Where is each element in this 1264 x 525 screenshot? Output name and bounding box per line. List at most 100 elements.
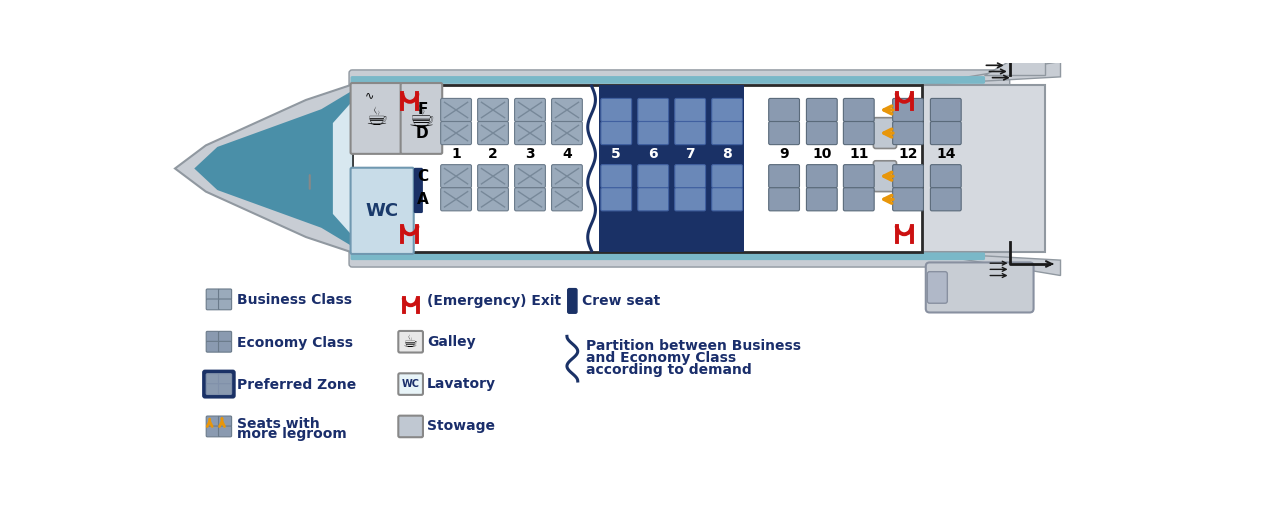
FancyBboxPatch shape [873, 161, 896, 192]
Polygon shape [332, 101, 353, 236]
FancyBboxPatch shape [551, 165, 583, 188]
FancyBboxPatch shape [638, 98, 669, 121]
Text: and Economy Class: and Economy Class [586, 351, 737, 365]
Text: WC: WC [365, 202, 398, 220]
FancyBboxPatch shape [219, 299, 231, 310]
FancyBboxPatch shape [892, 188, 924, 211]
FancyBboxPatch shape [219, 289, 231, 300]
Text: Seats with: Seats with [236, 417, 320, 431]
Bar [599, 85, 744, 253]
FancyBboxPatch shape [675, 165, 705, 188]
Text: F: F [418, 102, 428, 118]
FancyBboxPatch shape [769, 188, 800, 211]
FancyBboxPatch shape [350, 76, 985, 84]
FancyBboxPatch shape [806, 165, 837, 188]
FancyBboxPatch shape [478, 98, 508, 121]
FancyBboxPatch shape [350, 253, 985, 260]
FancyBboxPatch shape [514, 98, 545, 121]
Text: (Emergency) Exit: (Emergency) Exit [427, 294, 561, 308]
FancyBboxPatch shape [398, 416, 423, 437]
Text: 9: 9 [780, 147, 789, 161]
FancyBboxPatch shape [206, 299, 219, 310]
Text: 14: 14 [937, 147, 956, 161]
FancyBboxPatch shape [551, 121, 583, 144]
FancyBboxPatch shape [843, 98, 875, 121]
Polygon shape [921, 61, 1060, 85]
FancyBboxPatch shape [398, 331, 423, 352]
FancyBboxPatch shape [514, 165, 545, 188]
Text: according to demand: according to demand [586, 363, 752, 377]
FancyBboxPatch shape [206, 426, 219, 437]
FancyBboxPatch shape [925, 262, 1034, 312]
Text: 7: 7 [685, 147, 695, 161]
FancyBboxPatch shape [930, 165, 961, 188]
FancyBboxPatch shape [441, 188, 471, 211]
FancyBboxPatch shape [219, 416, 231, 427]
FancyBboxPatch shape [806, 121, 837, 144]
FancyBboxPatch shape [219, 384, 231, 394]
Text: 4: 4 [562, 147, 571, 161]
FancyBboxPatch shape [892, 165, 924, 188]
Text: Stowage: Stowage [427, 419, 494, 434]
FancyBboxPatch shape [928, 271, 947, 303]
Text: 3: 3 [525, 147, 535, 161]
Bar [353, 85, 921, 253]
FancyBboxPatch shape [206, 416, 219, 427]
Polygon shape [921, 253, 1060, 276]
FancyBboxPatch shape [514, 188, 545, 211]
FancyBboxPatch shape [638, 121, 669, 144]
FancyBboxPatch shape [712, 98, 742, 121]
FancyBboxPatch shape [478, 188, 508, 211]
FancyBboxPatch shape [398, 373, 423, 395]
FancyBboxPatch shape [349, 249, 1010, 267]
FancyBboxPatch shape [712, 165, 742, 188]
Text: ☕: ☕ [365, 107, 387, 130]
FancyBboxPatch shape [206, 384, 219, 394]
Text: Economy Class: Economy Class [236, 335, 353, 350]
Text: ☕: ☕ [408, 104, 435, 133]
FancyBboxPatch shape [675, 121, 705, 144]
FancyBboxPatch shape [769, 98, 800, 121]
FancyBboxPatch shape [806, 188, 837, 211]
Polygon shape [174, 85, 353, 253]
FancyBboxPatch shape [638, 165, 669, 188]
Text: 5: 5 [612, 147, 621, 161]
FancyBboxPatch shape [712, 188, 742, 211]
FancyBboxPatch shape [219, 426, 231, 437]
FancyBboxPatch shape [568, 289, 576, 313]
FancyBboxPatch shape [219, 374, 231, 384]
Polygon shape [195, 91, 353, 246]
Bar [921, 85, 1045, 253]
FancyBboxPatch shape [206, 374, 219, 384]
FancyBboxPatch shape [675, 188, 705, 211]
Polygon shape [983, 58, 1045, 75]
Text: 2: 2 [488, 147, 498, 161]
FancyBboxPatch shape [478, 121, 508, 144]
Text: 10: 10 [813, 147, 832, 161]
FancyBboxPatch shape [349, 70, 1010, 88]
Text: 1: 1 [451, 147, 461, 161]
Text: Crew seat: Crew seat [581, 294, 660, 308]
Text: D: D [416, 125, 428, 141]
Text: Business Class: Business Class [236, 293, 351, 307]
Text: ∿: ∿ [365, 90, 374, 100]
FancyBboxPatch shape [712, 121, 742, 144]
Text: ☕: ☕ [403, 333, 418, 351]
Text: 8: 8 [722, 147, 732, 161]
Text: 6: 6 [648, 147, 659, 161]
Text: Preferred Zone: Preferred Zone [236, 378, 356, 392]
FancyBboxPatch shape [350, 167, 413, 254]
FancyBboxPatch shape [441, 121, 471, 144]
FancyBboxPatch shape [930, 98, 961, 121]
FancyBboxPatch shape [600, 98, 632, 121]
FancyBboxPatch shape [514, 121, 545, 144]
FancyBboxPatch shape [551, 188, 583, 211]
Text: 11: 11 [849, 147, 868, 161]
Text: more legroom: more legroom [236, 427, 346, 441]
FancyBboxPatch shape [600, 188, 632, 211]
FancyBboxPatch shape [873, 118, 896, 149]
FancyBboxPatch shape [892, 98, 924, 121]
FancyBboxPatch shape [206, 289, 219, 300]
FancyBboxPatch shape [892, 121, 924, 144]
FancyBboxPatch shape [206, 341, 219, 352]
